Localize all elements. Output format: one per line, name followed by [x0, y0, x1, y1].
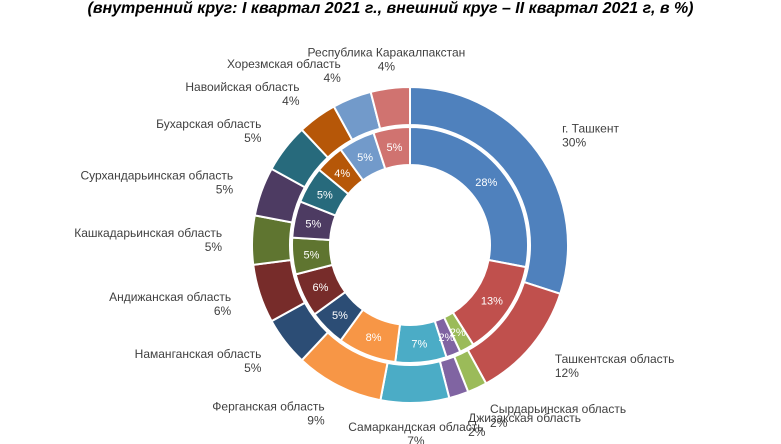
- inner-value-label-хорезмская-область: 5%: [357, 152, 373, 164]
- outer-label-name: Сурхандарьинская область: [80, 168, 233, 182]
- outer-label-name: Андижанская область: [109, 290, 231, 304]
- outer-label-ферганская-область: Ферганская область 9%: [212, 400, 325, 428]
- outer-label-name: Ташкентская область: [555, 352, 675, 366]
- inner-value-label-бухарская-область: 5%: [317, 190, 333, 202]
- outer-label-name: Ферганская область: [212, 400, 324, 414]
- outer-label-value: 2%: [490, 416, 508, 430]
- inner-value-label-самаркандская-область: 7%: [411, 339, 427, 351]
- outer-label-value: 6%: [214, 304, 232, 318]
- outer-label-value: 4%: [378, 59, 396, 73]
- inner-value-label-ташкентская-область: 13%: [481, 296, 503, 308]
- inner-value-label-сырдарьинская-область: 2%: [450, 327, 466, 339]
- outer-slice-республика-каракалпакстан: [369, 85, 411, 130]
- outer-label-сурхандарьинская-область: Сурхандарьинская область 5%: [80, 168, 233, 196]
- outer-label-самаркандская-область: Самаркандская область 7%: [348, 420, 483, 444]
- inner-value-label-наманганская-область: 5%: [332, 310, 348, 322]
- inner-value-label-джизакская-область: 2%: [438, 332, 454, 344]
- inner-value-label-навоийская-область: 4%: [334, 168, 350, 180]
- outer-label-value: 5%: [216, 182, 234, 196]
- outer-label-name: Самаркандская область: [348, 420, 483, 434]
- chart-subtitle: (внутренний круг: I квартал 2021 г., вне…: [87, 0, 694, 17]
- outer-label-хорезмская-область: Хорезмская область 4%: [227, 57, 341, 85]
- outer-label-value: 4%: [282, 94, 300, 108]
- outer-label-навоийская-область: Навоийская область 4%: [185, 80, 299, 108]
- outer-ring: [251, 85, 569, 404]
- outer-label-value: 4%: [323, 71, 341, 85]
- inner-value-label-андижанская-область: 6%: [312, 282, 328, 294]
- outer-label-республика-каракалпакстан: Республика Каракалпакстан 4%: [308, 45, 466, 73]
- outer-label-name: г. Ташкент: [562, 121, 619, 135]
- outer-label-value: 12%: [555, 366, 579, 380]
- outer-label-г-ташкент: г. Ташкент 30%: [562, 121, 619, 149]
- outer-label-value: 5%: [244, 361, 262, 375]
- outer-slice-кашкадарьинская-область: [251, 214, 294, 266]
- outer-label-value: 30%: [562, 135, 586, 149]
- outer-label-бухарская-область: Бухарская область 5%: [156, 117, 262, 145]
- outer-label-name: Кашкадарьинская область: [74, 226, 222, 240]
- inner-value-label-сурхандарьинская-область: 5%: [305, 218, 321, 230]
- outer-label-name: Наманганская область: [135, 347, 262, 361]
- inner-slice-республика-каракалпакстан: [372, 125, 411, 171]
- outer-label-джизакская-область: Джизакская область 2%: [468, 411, 581, 439]
- inner-value-label-г-ташкент: 28%: [475, 177, 497, 189]
- outer-label-name: Республика Каракалпакстан: [308, 45, 466, 59]
- outer-label-наманганская-область: Наманганская область 5%: [135, 347, 262, 375]
- outer-label-name: Бухарская область: [156, 117, 261, 131]
- inner-value-label-ферганская-область: 8%: [366, 332, 382, 344]
- outer-label-value: 5%: [244, 131, 262, 145]
- outer-label-кашкадарьинская-область: Кашкадарьинская область 5%: [74, 226, 222, 254]
- outer-label-name: Навоийская область: [185, 80, 299, 94]
- outer-label-value: 2%: [468, 425, 486, 439]
- outer-label-value: 7%: [407, 434, 425, 444]
- outer-slice-самаркандская-область: [379, 360, 451, 404]
- outer-label-name: Джизакская область: [468, 411, 581, 425]
- inner-value-label-республика-каракалпакстан: 5%: [387, 142, 403, 154]
- outer-label-name: Сырдарьинская область: [490, 402, 626, 416]
- outer-label-name: Хорезмская область: [227, 57, 341, 71]
- inner-ring: 28%13%2%2%7%8%5%6%5%5%5%4%5%5%: [291, 125, 529, 364]
- outer-label-андижанская-область: Андижанская область 6%: [109, 290, 231, 318]
- outer-labels: г. Ташкент 30% Ташкентская область 12% Сырда…: [74, 45, 674, 444]
- outer-label-сырдарьинская-область: Сырдарьинская область 2%: [490, 402, 626, 430]
- outer-label-value: 9%: [307, 414, 325, 428]
- outer-label-ташкентская-область: Ташкентская область 12%: [555, 352, 675, 380]
- inner-value-label-кашкадарьинская-область: 5%: [303, 249, 319, 261]
- outer-label-value: 5%: [205, 240, 223, 254]
